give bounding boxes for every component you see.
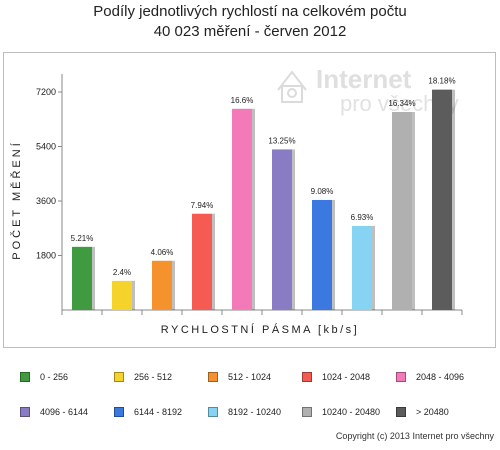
copyright-text: Copyright (c) 2013 Internet pro všechny bbox=[335, 431, 494, 441]
legend-item: 4096 - 6144 bbox=[20, 405, 114, 419]
legend-label: 2048 - 4096 bbox=[416, 372, 465, 382]
data-label: 9.08% bbox=[311, 187, 334, 196]
legend-item: 8192 - 10240 bbox=[208, 405, 302, 419]
legend-swatch bbox=[20, 407, 30, 417]
chart-title-line2: 40 023 měření - červen 2012 bbox=[153, 23, 347, 40]
y-tick-label: 3600 bbox=[36, 196, 56, 206]
legend-item: 256 - 512 bbox=[114, 370, 208, 384]
legend-swatch bbox=[396, 407, 406, 417]
watermark-logo: Internet pro všechny bbox=[277, 64, 459, 116]
legend-swatch bbox=[20, 372, 30, 382]
bar bbox=[112, 280, 132, 310]
data-label: 7.94% bbox=[191, 201, 214, 210]
legend-swatch bbox=[208, 372, 218, 382]
legend-item: 10240 - 20480 bbox=[302, 405, 396, 419]
legend-label: 10240 - 20480 bbox=[322, 407, 381, 417]
bar bbox=[432, 89, 452, 310]
y-tick-label: 7200 bbox=[36, 87, 56, 97]
legend-swatch bbox=[302, 407, 312, 417]
bar bbox=[392, 112, 412, 310]
y-tick-label: 1800 bbox=[36, 251, 56, 261]
bar-chart: Internet pro všechny 1800 3600 5400 7200 5.… bbox=[10, 64, 463, 336]
legend-label: 6144 - 8192 bbox=[134, 407, 183, 417]
legend-label: > 20480 bbox=[416, 407, 449, 417]
data-label: 13.25% bbox=[268, 136, 295, 145]
y-axis-label: POČET MĚŘENÍ bbox=[10, 140, 23, 260]
legend-label: 8192 - 10240 bbox=[228, 407, 282, 417]
data-label: 4.06% bbox=[151, 248, 174, 257]
bar bbox=[352, 226, 372, 310]
legend-swatch bbox=[208, 407, 218, 417]
legend-swatch bbox=[396, 372, 406, 382]
legend-swatch bbox=[302, 372, 312, 382]
data-label: 16.34% bbox=[388, 99, 415, 108]
x-axis-label: RYCHLOSTNÍ PÁSMA [kb/s] bbox=[161, 323, 360, 336]
bar bbox=[272, 149, 292, 310]
bar bbox=[152, 260, 172, 310]
data-label: 18.18% bbox=[428, 77, 455, 86]
legend-item: 1024 - 2048 bbox=[302, 370, 396, 384]
legend-label: 1024 - 2048 bbox=[322, 372, 371, 382]
legend-row: 4096 - 6144 6144 - 8192 8192 - 10240 10240 … bbox=[20, 405, 490, 419]
legend-label: 512 - 1024 bbox=[228, 372, 272, 382]
bar bbox=[312, 199, 332, 310]
legend: 0 - 256 256 - 512 512 - 1024 1024 - 2048 204… bbox=[20, 370, 490, 440]
legend-swatch bbox=[114, 372, 124, 382]
legend-row: 0 - 256 256 - 512 512 - 1024 1024 - 2048 204… bbox=[20, 370, 490, 384]
legend-item: 2048 - 4096 bbox=[396, 370, 490, 384]
watermark-line1: Internet bbox=[316, 64, 412, 94]
bar bbox=[232, 108, 252, 310]
bar bbox=[72, 246, 92, 310]
chart-title: Podíly jednotlivých rychlostí na celkové… bbox=[0, 2, 500, 42]
house-icon bbox=[277, 70, 307, 103]
chart-title-line1: Podíly jednotlivých rychlostí na celkové… bbox=[93, 3, 407, 20]
legend-label: 0 - 256 bbox=[40, 372, 69, 382]
y-tick-label: 5400 bbox=[36, 142, 56, 152]
legend-item: 0 - 256 bbox=[20, 370, 114, 384]
legend-item: 512 - 1024 bbox=[208, 370, 302, 384]
legend-label: 4096 - 6144 bbox=[40, 407, 89, 417]
data-label: 16.6% bbox=[231, 96, 254, 105]
legend-item: > 20480 bbox=[396, 405, 490, 419]
data-label: 2.4% bbox=[113, 268, 131, 277]
legend-swatch bbox=[114, 407, 124, 417]
legend-label: 256 - 512 bbox=[134, 372, 173, 382]
data-label: 6.93% bbox=[351, 213, 374, 222]
data-label: 5.21% bbox=[71, 234, 94, 243]
bar bbox=[192, 213, 212, 310]
legend-item: 6144 - 8192 bbox=[114, 405, 208, 419]
